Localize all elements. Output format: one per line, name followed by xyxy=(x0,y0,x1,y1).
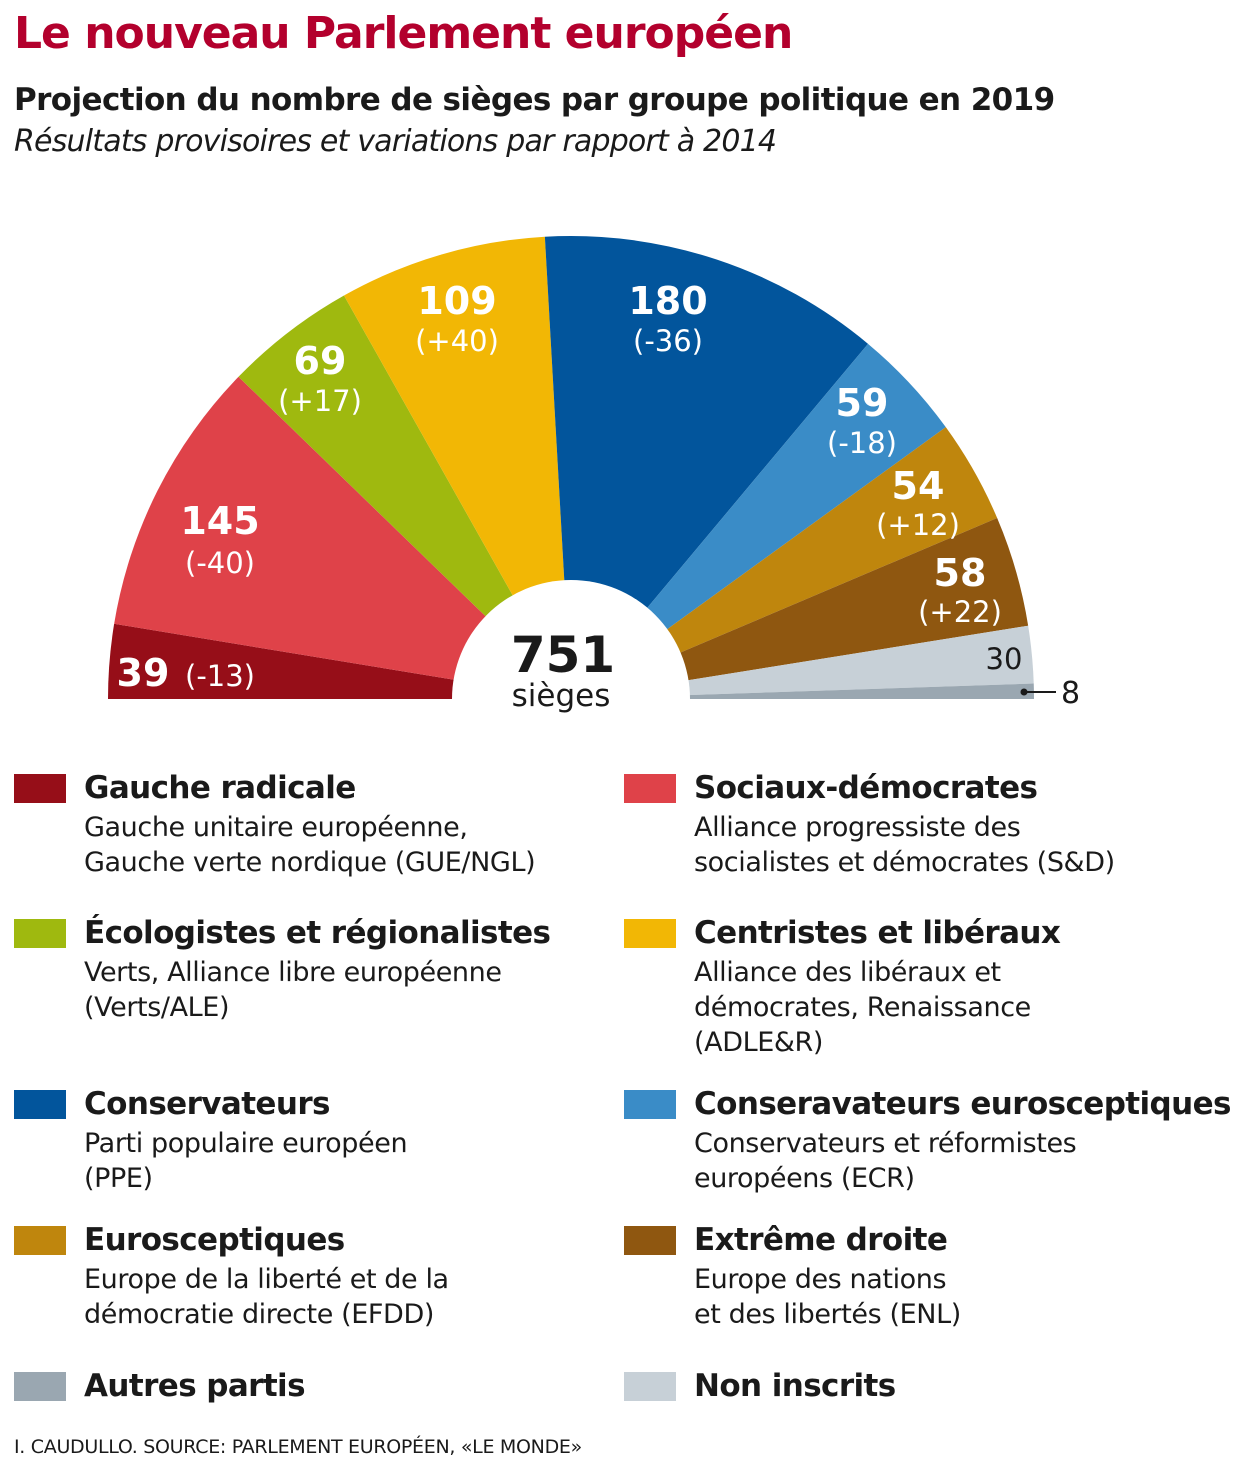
chart-subtitle: Projection du nombre de sièges par group… xyxy=(14,82,1055,118)
seat-change-label: (-36) xyxy=(633,324,703,358)
seat-change-label: (+22) xyxy=(918,595,1002,629)
legend-group-name: Conservateurs xyxy=(84,1086,330,1122)
chart-note: Résultats provisoires et variations par … xyxy=(14,124,777,159)
legend-swatch xyxy=(14,1372,66,1401)
seat-value-label: 145 xyxy=(180,499,259,543)
total-seats-label: sièges xyxy=(512,678,611,714)
seat-value-label: 180 xyxy=(628,279,707,323)
slice-conservateurs xyxy=(544,236,869,699)
slice-extreme-droite xyxy=(571,518,1029,699)
slice-eurosceptiques xyxy=(571,427,998,699)
seat-value-label: 39 xyxy=(117,651,170,695)
seat-value-label: 69 xyxy=(294,339,347,383)
legend-swatch xyxy=(624,1090,676,1119)
slice-conseravateurs-eurosceptiques xyxy=(571,343,946,699)
legend-swatch xyxy=(14,1226,66,1255)
legend-swatch xyxy=(14,774,66,803)
legend-group-name: Centristes et libéraux xyxy=(694,915,1061,951)
legend-swatch xyxy=(624,774,676,803)
slice-centristes-et-liberaux xyxy=(343,236,571,700)
legend-group-description: Conservateurs et réformistes européens (… xyxy=(694,1128,1077,1194)
source-credit: I. CAUDULLO. SOURCE: PARLEMENT EUROPÉEN,… xyxy=(14,1436,582,1458)
chart-title: Le nouveau Parlement européen xyxy=(14,8,793,59)
hemicycle-chart: 39 (-13) 145(-40) 69(+17) 109(+40) 180(-36) 59… xyxy=(0,236,1244,739)
legend-group-name: Eurosceptiques xyxy=(84,1222,345,1258)
seat-change-label: (-40) xyxy=(185,546,255,580)
slice-ecologistes-et-regionalistes xyxy=(238,295,571,699)
leader-dot xyxy=(1020,688,1028,696)
seat-value-label: 59 xyxy=(836,381,889,425)
legend-group-name: Extrême droite xyxy=(694,1222,948,1258)
legend-group-name: Sociaux-démocrates xyxy=(694,770,1038,806)
legend-swatch xyxy=(624,919,676,948)
legend-group-name: Non inscrits xyxy=(694,1368,896,1404)
legend-swatch xyxy=(624,1226,676,1255)
legend-group-description: Parti populaire européen (PPE) xyxy=(84,1128,408,1194)
legend-swatch xyxy=(14,1090,66,1119)
legend-group-description: Europe de la liberté et de la démocratie… xyxy=(84,1264,449,1330)
seat-value-label: 8 xyxy=(1061,676,1080,711)
legend-group-description: Europe des nations et des libertés (ENL) xyxy=(694,1264,961,1330)
legend-group-name: Gauche radicale xyxy=(84,770,356,806)
legend-group-description: Gauche unitaire européenne, Gauche verte… xyxy=(84,812,536,878)
seat-value-label: 30 xyxy=(986,642,1023,676)
total-seats-value: 751 xyxy=(511,626,615,684)
legend-group-description: Verts, Alliance libre européenne (Verts/… xyxy=(84,957,502,1023)
legend-group-name: Conseravateurs eurosceptiques xyxy=(694,1086,1231,1122)
legend-group-description: Alliance des libéraux et démocrates, Ren… xyxy=(694,957,1031,1058)
seat-change-label: (+40) xyxy=(415,324,499,358)
seat-change-label: (-13) xyxy=(185,659,255,693)
baseline-mask xyxy=(0,699,1244,739)
seat-change-label: (-18) xyxy=(827,426,897,460)
seat-change-label: (+12) xyxy=(876,508,960,542)
slice-sociaux-democrates xyxy=(114,376,572,699)
legend-group-description: Alliance progressiste des socialistes et… xyxy=(694,812,1115,878)
seat-value-label: 54 xyxy=(892,464,945,508)
legend-group-name: Autres partis xyxy=(84,1368,306,1404)
seat-change-label: (+17) xyxy=(278,384,362,418)
legend-swatch xyxy=(624,1372,676,1401)
legend-swatch xyxy=(14,919,66,948)
seat-value-label: 109 xyxy=(417,279,496,323)
legend-group-name: Écologistes et régionalistes xyxy=(84,915,551,951)
seat-value-label: 58 xyxy=(934,551,987,595)
